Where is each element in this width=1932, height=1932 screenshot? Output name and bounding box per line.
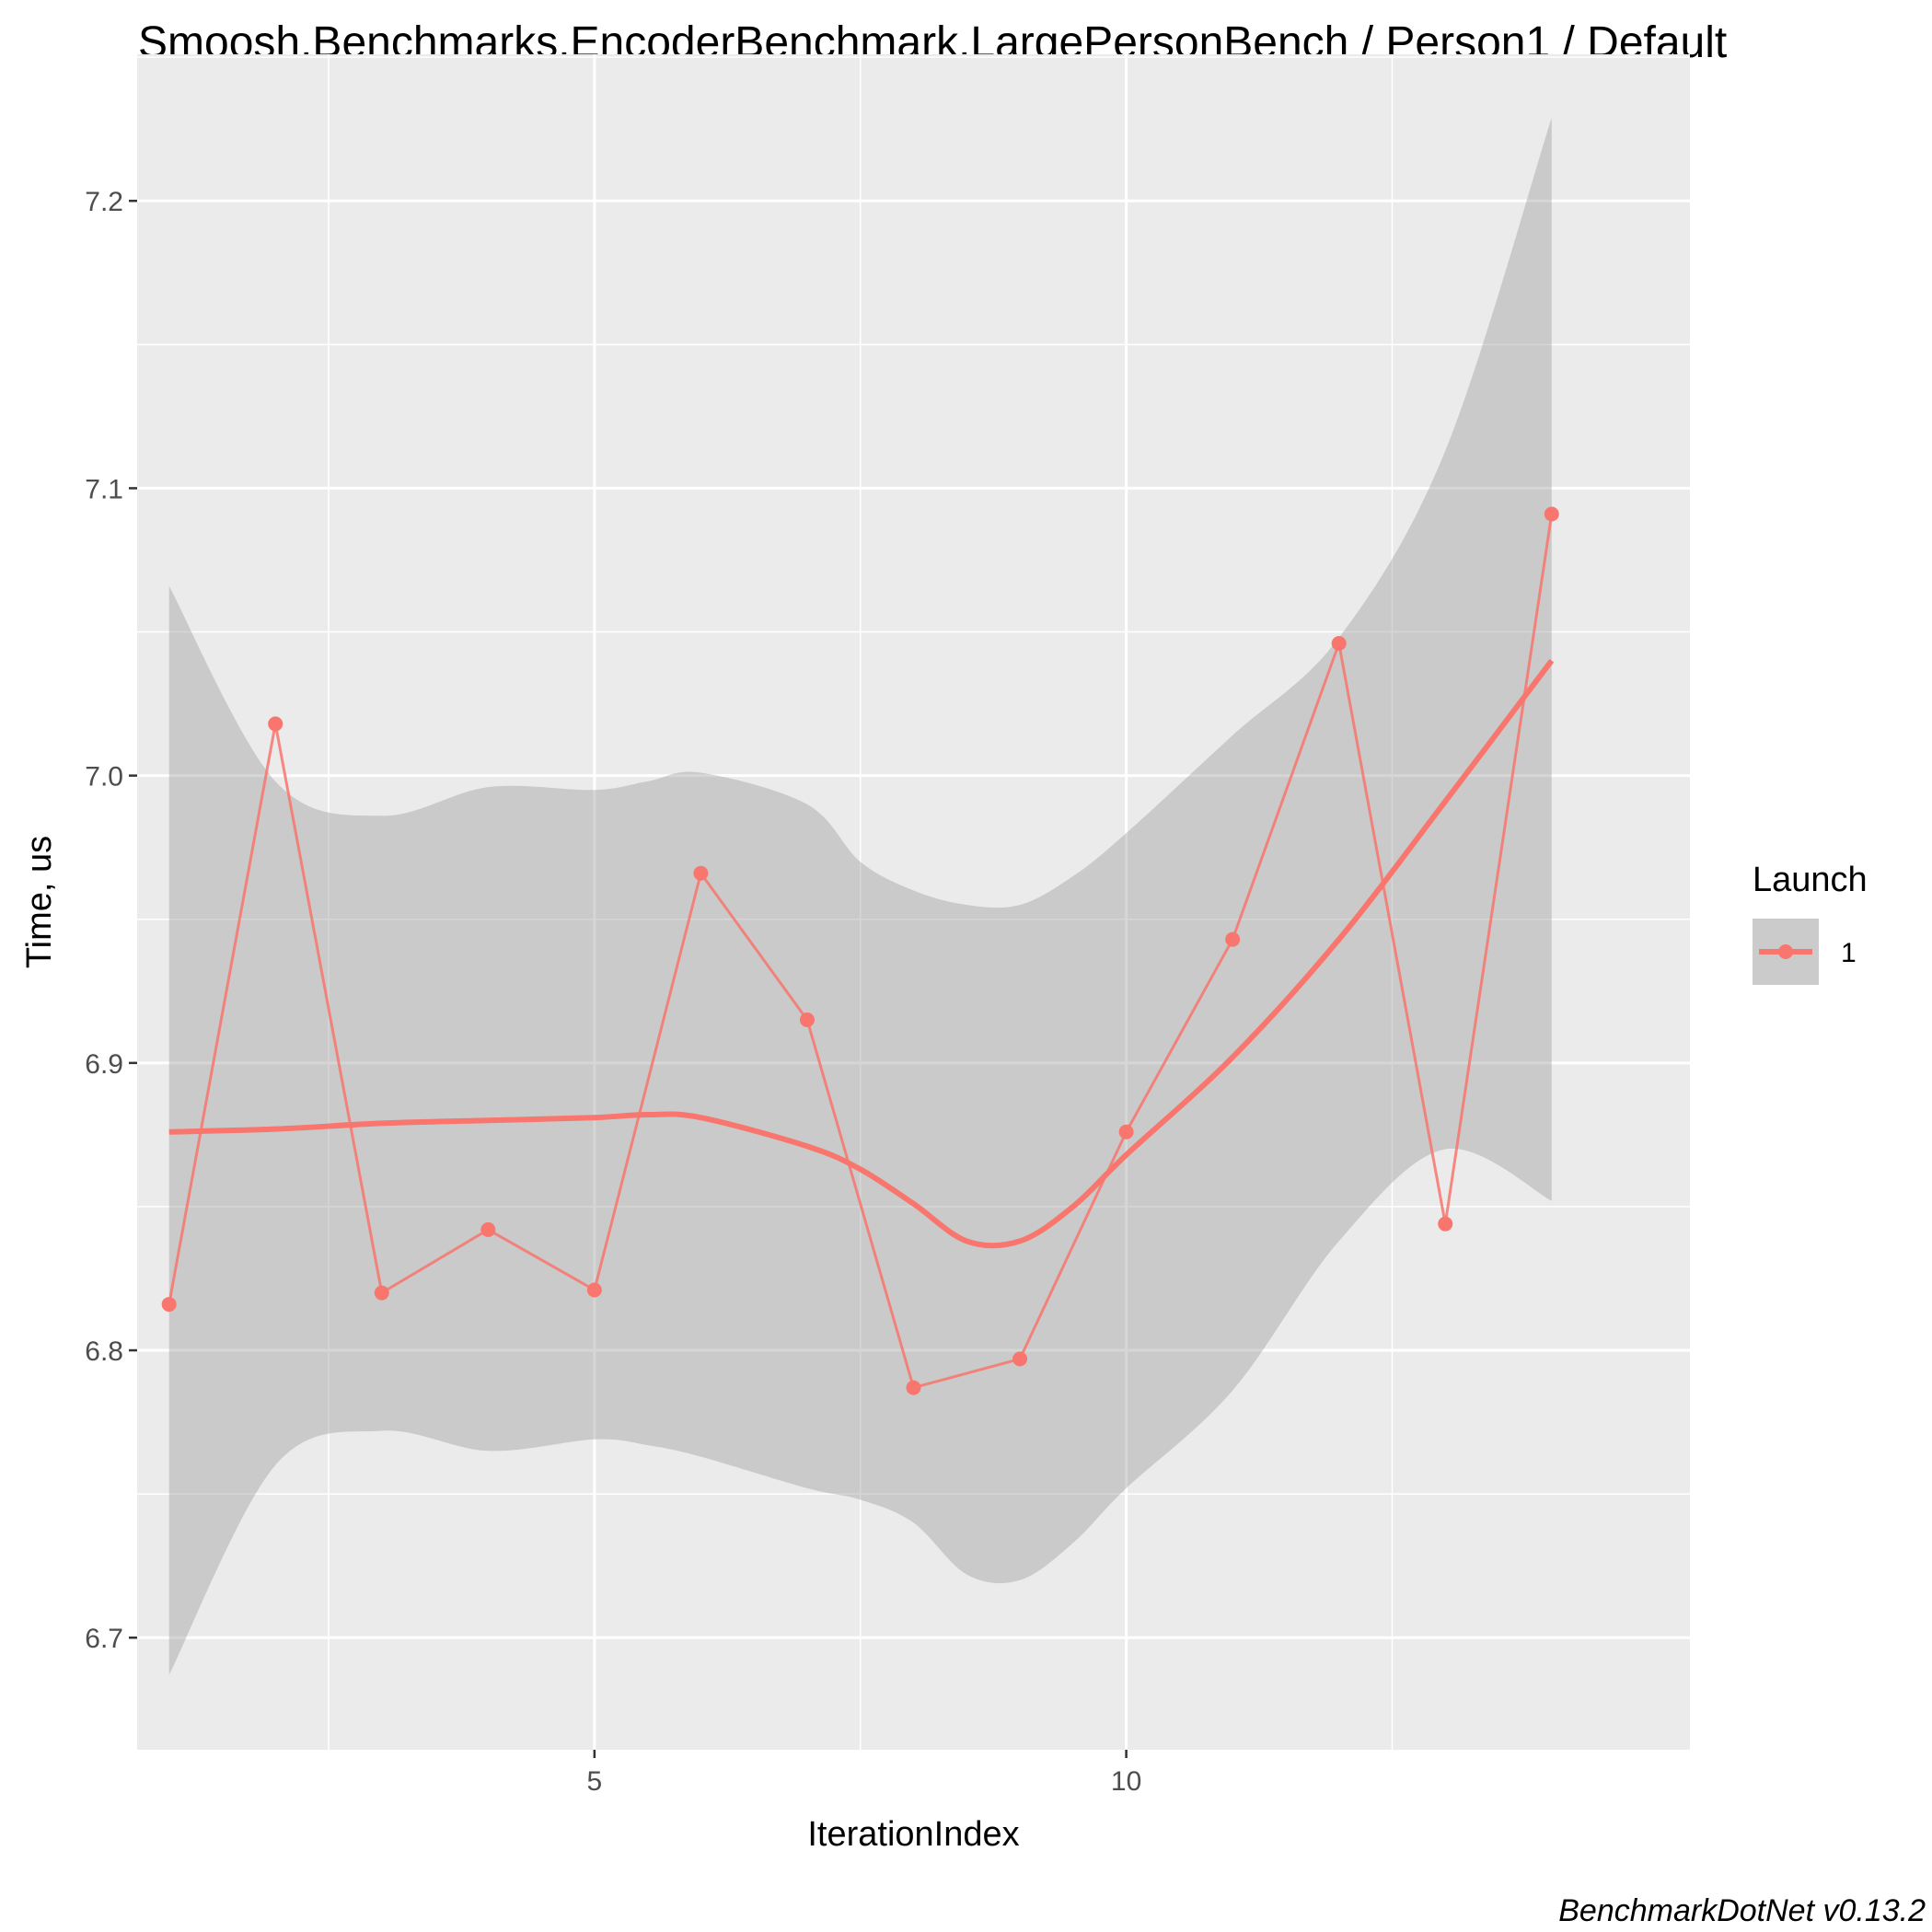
- major-gridlines: [137, 54, 1690, 1750]
- data-point: [161, 1297, 177, 1313]
- series-line-segment: [805, 1019, 915, 1389]
- minor-gridlines: [137, 54, 1690, 1750]
- y-tick-label: 7.1: [85, 474, 123, 504]
- data-point: [586, 1282, 602, 1298]
- series-line-segment: [1443, 514, 1554, 1224]
- confidence-ribbon: [168, 117, 1552, 1675]
- legend: Launch 1: [1753, 861, 1868, 985]
- legend-title: Launch: [1753, 861, 1868, 899]
- y-tick-label: 7.2: [85, 187, 123, 217]
- x-tick-label: 10: [1111, 1766, 1141, 1797]
- y-tick-label: 6.7: [85, 1624, 123, 1654]
- data-point: [1225, 931, 1241, 947]
- series-line-segment: [273, 723, 384, 1293]
- plot-panel: [137, 54, 1690, 1750]
- data-point: [268, 716, 283, 732]
- data-point: [374, 1285, 389, 1301]
- data-point: [1331, 636, 1347, 652]
- series-line-segment: [593, 873, 702, 1290]
- series-line-segment: [487, 1228, 596, 1291]
- caption: BenchmarkDotNet v0.13.2: [1558, 1893, 1926, 1928]
- data-point: [799, 1012, 815, 1028]
- data-point: [1012, 1351, 1028, 1367]
- legend-label: 1: [1841, 938, 1857, 968]
- data-point: [1438, 1216, 1453, 1232]
- series-line-segment: [1231, 642, 1341, 941]
- series-line-segment: [380, 1228, 490, 1294]
- data-series: [161, 506, 1559, 1395]
- series-line-segment: [1337, 642, 1447, 1224]
- data-point: [906, 1380, 921, 1395]
- y-tick-label: 7.0: [85, 762, 123, 792]
- ribbon-band: [168, 117, 1552, 1675]
- y-tick-label: 6.8: [85, 1336, 123, 1367]
- y-tick-label: 6.9: [85, 1049, 123, 1080]
- series-line-segment: [168, 723, 277, 1305]
- x-tick-label: 5: [587, 1766, 603, 1797]
- data-point: [1544, 506, 1559, 522]
- data-point: [1118, 1124, 1134, 1140]
- series-line-segment: [913, 1357, 1021, 1390]
- smooth-fit-line: [168, 658, 1555, 1249]
- axes: 5 10 6.7 6.8 6.9 7.0 7.1 7.2: [85, 187, 1141, 1797]
- y-axis-title: Time, us: [20, 836, 59, 968]
- legend-key-point: [1778, 944, 1793, 959]
- series-line-segment: [700, 872, 809, 1021]
- data-point: [480, 1221, 496, 1237]
- data-point: [693, 865, 709, 881]
- series-line-segment: [1125, 938, 1234, 1133]
- x-axis-title: IterationIndex: [807, 1815, 1019, 1854]
